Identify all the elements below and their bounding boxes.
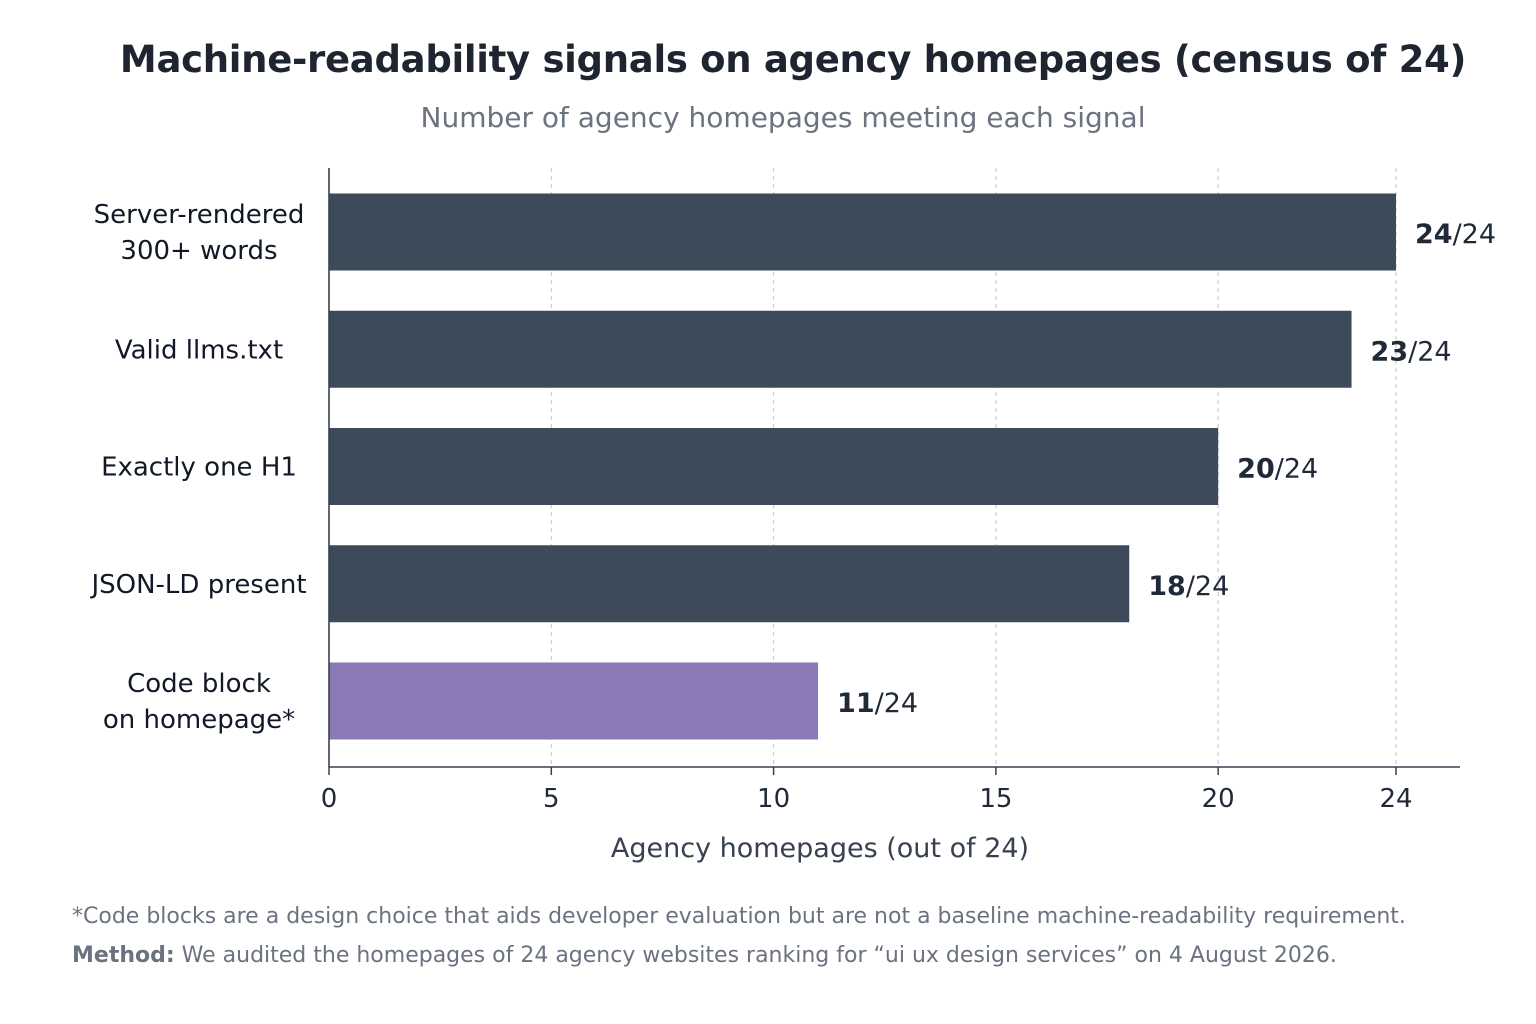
chart-title: Machine-readability signals on agency ho… [119,38,1467,81]
method-text: We audited the homepages of 24 agency we… [174,943,1337,968]
value-label-5: 11/24 [837,688,918,719]
category-label-2: Valid llms.txt [115,335,283,365]
bars [329,193,1396,740]
value-label-3: 20/24 [1237,454,1318,485]
bar-1 [329,193,1396,271]
bar-2 [329,310,1352,388]
bar-chart: 0 5 10 15 20 24 24/24 Server-rendered 300+ words… [89,168,1496,864]
value-label-2: 23/24 [1371,336,1452,367]
x-tick-label-0: 0 [321,784,338,814]
bar-5 [329,662,819,740]
footnote: *Code blocks are a design choice that ai… [72,904,1406,929]
axes [328,168,1460,775]
chart-subtitle: Number of agency homepages meeting each … [420,101,1146,134]
x-tick-label-10: 10 [757,784,790,814]
x-tick-label-24: 24 [1379,784,1412,814]
category-label-3: Exactly one H1 [101,453,297,483]
x-tick-label-5: 5 [543,784,560,814]
x-axis-title: Agency homepages (out of 24) [611,833,1029,864]
value-label-4: 18/24 [1148,571,1229,602]
value-label-1: 24/24 [1415,219,1496,250]
category-label-1: Server-rendered 300+ words [94,200,305,266]
category-label-4: JSON-LD present [89,570,306,600]
bar-3 [329,428,1219,505]
labels: 0 5 10 15 20 24 24/24 Server-rendered 300+ words… [89,200,1496,814]
bar-4 [329,545,1130,623]
method-note: Method: We audited the homepages of 24 a… [72,943,1337,968]
x-tick-label-15: 15 [979,784,1012,814]
category-label-5: Code block on homepage* [103,669,295,735]
x-tick-label-20: 20 [1202,784,1235,814]
method-label: Method: [72,943,175,968]
